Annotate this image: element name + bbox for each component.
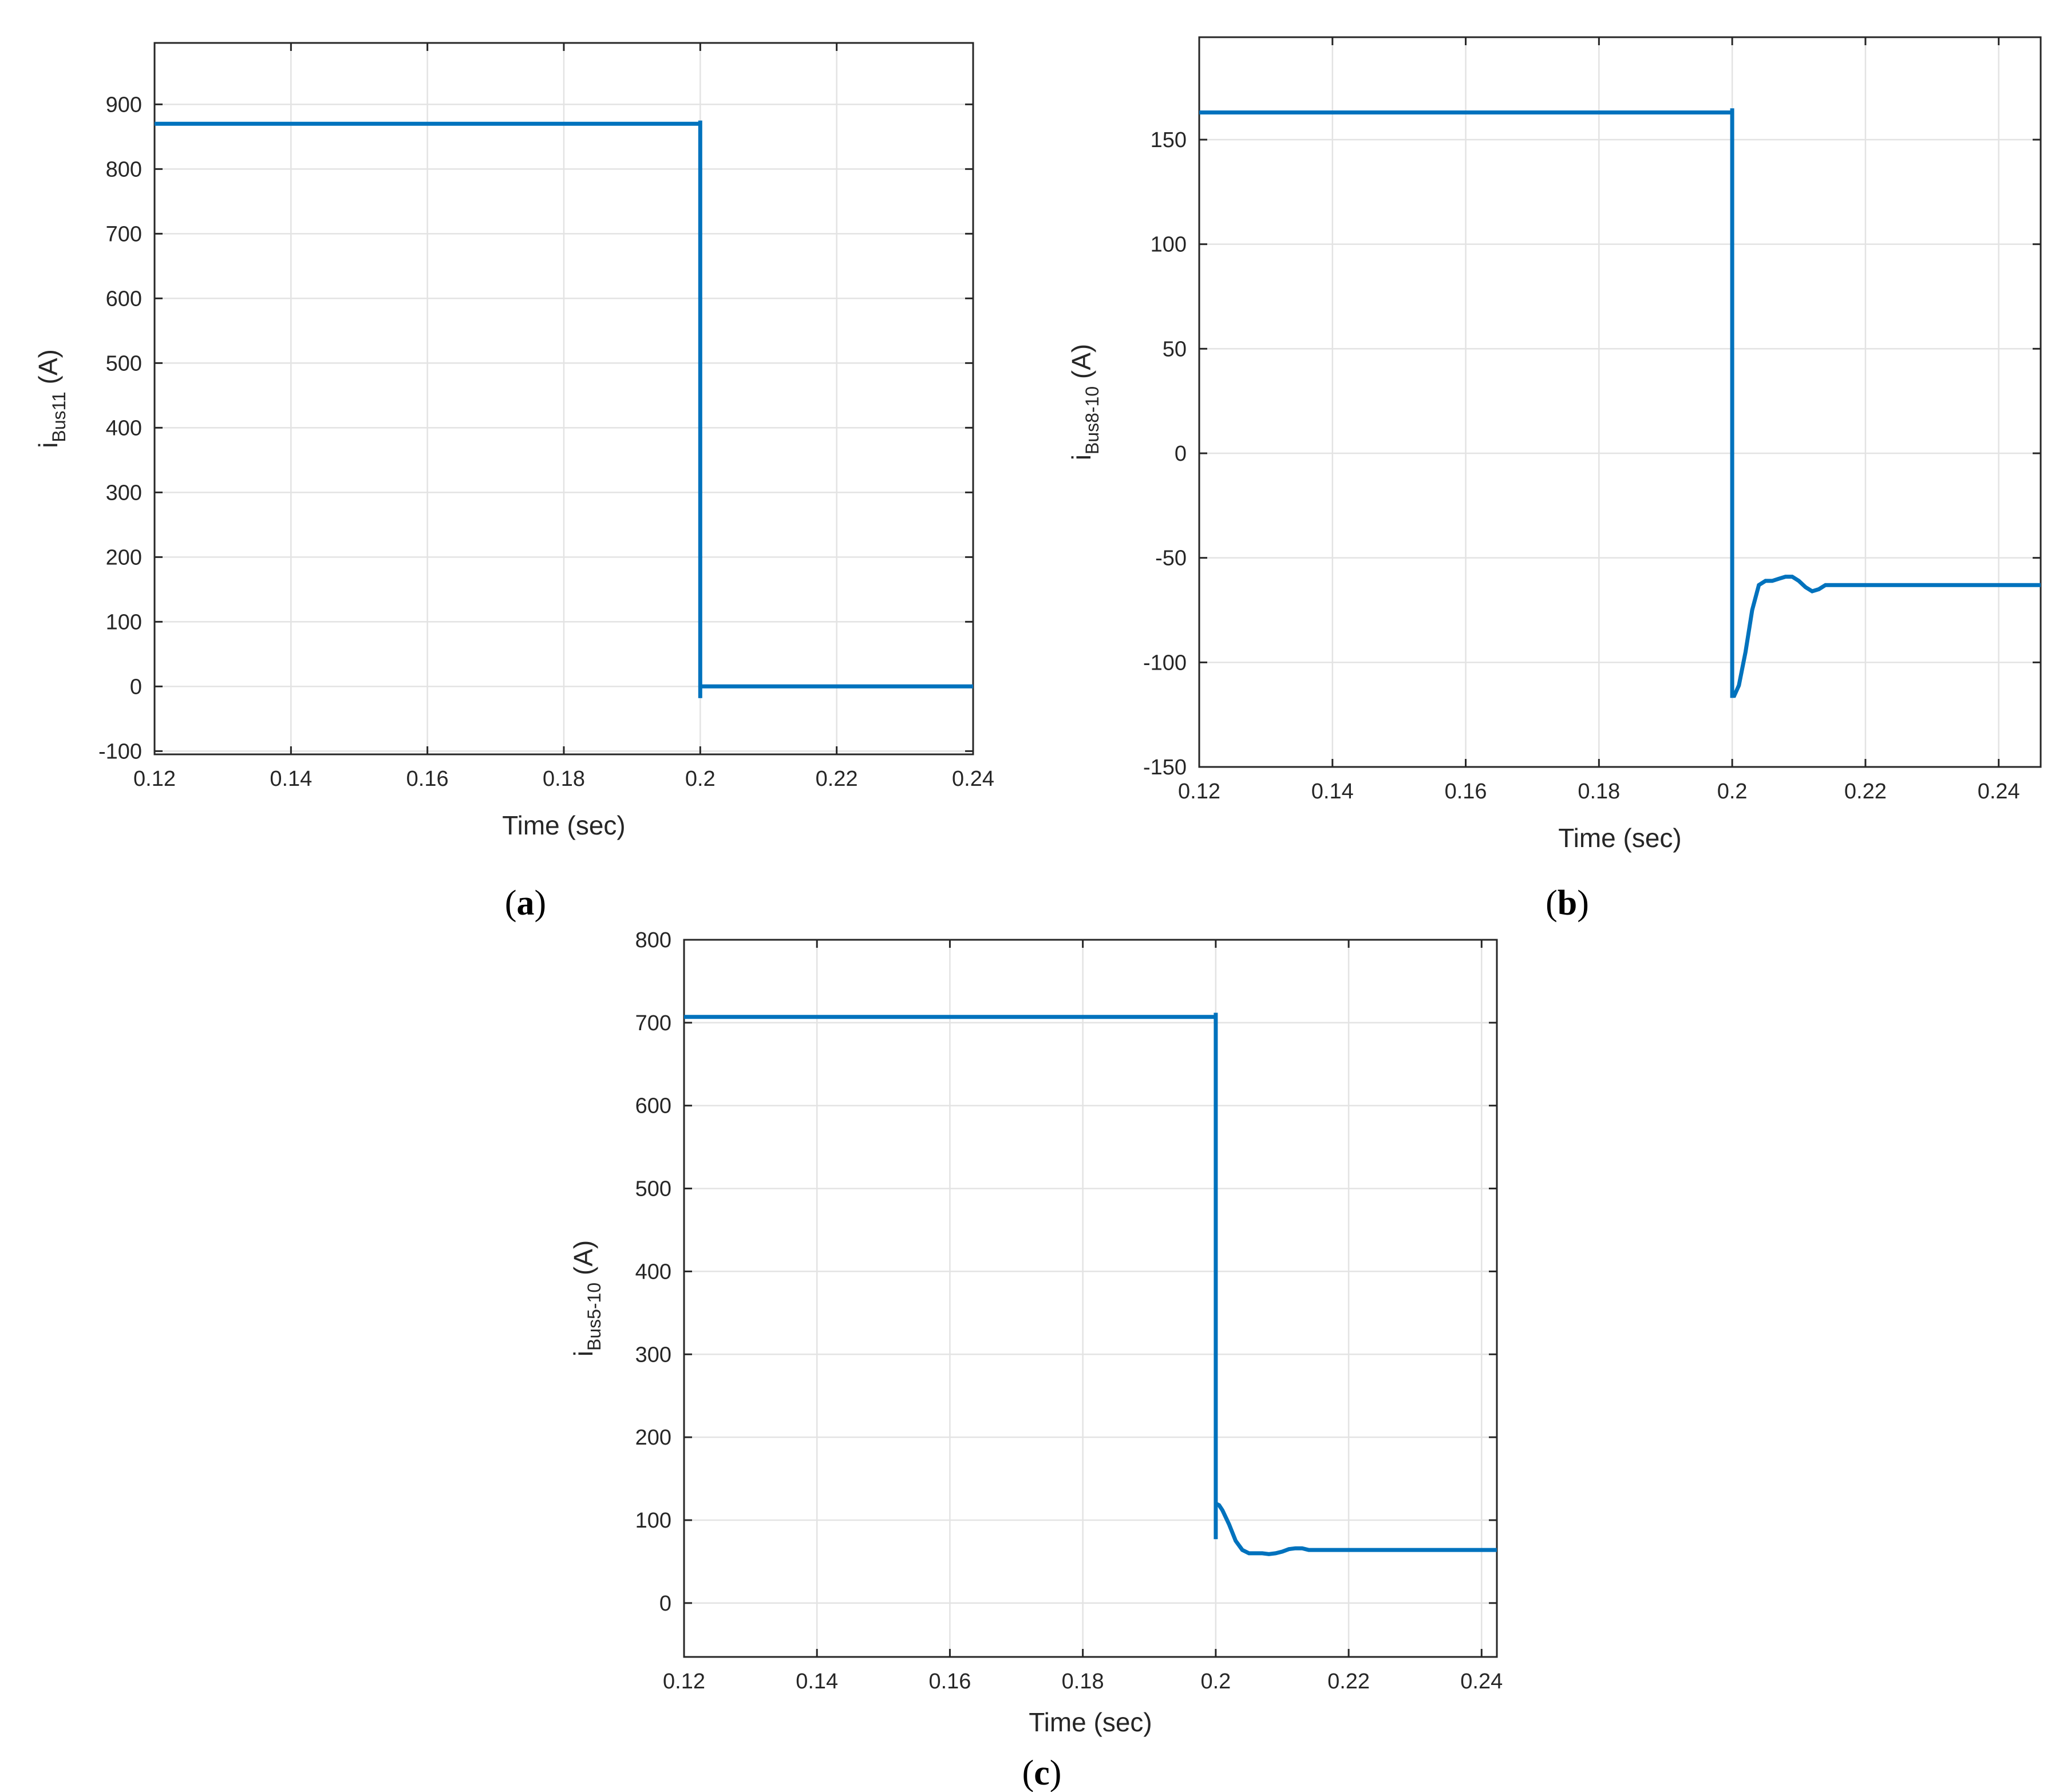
chart-a-y-tick-label: 400 [106, 416, 142, 440]
chart-b-series [1199, 108, 2041, 698]
chart-a-y-tick-label: 700 [106, 222, 142, 246]
chart-c-y-tick-label: 400 [635, 1260, 671, 1284]
chart-a-x-tick-label: 0.12 [133, 767, 176, 791]
chart-b-y-tick-label: -50 [1155, 547, 1187, 571]
chart-a-y-tick-label: 100 [106, 610, 142, 634]
chart-b-y-axis-label-main: i [1066, 454, 1096, 460]
chart-c-x-tick-label: 0.2 [1200, 1670, 1231, 1694]
chart-a: 0.12 0.14 0.16 0.18 0.2 0.22 0.24 -100 0 100 200 30… [33, 42, 994, 923]
chart-a-grid [153, 43, 974, 754]
chart-c-x-tick-label: 0.12 [663, 1670, 705, 1694]
chart-b-subfigure-letter: b [1558, 884, 1577, 923]
chart-a-x-tick-label: 0.22 [816, 767, 858, 791]
chart-a-y-axis-label-unit: (A) [33, 349, 63, 391]
chart-c-plot-frame [683, 939, 1498, 1658]
chart-a-y-tick-label: 300 [106, 481, 142, 505]
chart-b-x-tick-label: 0.16 [1445, 780, 1487, 804]
chart-a-y-tick-label: 900 [106, 93, 142, 117]
chart-a-x-tick-label: 0.14 [270, 767, 312, 791]
chart-c-x-tick-label: 0.16 [928, 1670, 971, 1694]
chart-c-subfigure-letter: c [1034, 1754, 1050, 1792]
chart-c-ticks: 0.12 0.14 0.16 0.18 0.2 0.22 0.24 0 100 200 300 400… [635, 928, 1503, 1694]
chart-c-y-tick-label: 500 [635, 1177, 671, 1201]
chart-c-y-tick-label: 600 [635, 1094, 671, 1118]
chart-c-y-tick-label: 700 [635, 1011, 671, 1035]
chart-c: 0.12 0.14 0.16 0.18 0.2 0.22 0.24 0 100 200 300 400… [568, 928, 1503, 1792]
chart-b-y-axis-label-unit: (A) [1066, 344, 1096, 386]
chart-b-x-tick-label: 0.14 [1311, 780, 1354, 804]
chart-b-y-axis-label: iBus8-10 (A) [1066, 344, 1102, 461]
chart-c-x-tick-label: 0.14 [796, 1670, 838, 1694]
chart-c-series [684, 1012, 1497, 1556]
chart-b-x-tick-label: 0.24 [1978, 780, 2020, 804]
chart-b-y-tick-label: 100 [1151, 233, 1187, 257]
chart-a-y-axis-label-subscript: Bus11 [49, 391, 69, 442]
chart-b-x-tick-label: 0.18 [1578, 780, 1620, 804]
chart-a-y-tick-label: -100 [98, 739, 142, 764]
chart-c-x-tick-label: 0.18 [1062, 1670, 1104, 1694]
chart-c-y-tick-label: 300 [635, 1343, 671, 1367]
chart-c-y-tick-label: 100 [635, 1509, 671, 1533]
chart-a-subfigure-label: (a) [505, 884, 546, 923]
chart-a-y-tick-label: 600 [106, 287, 142, 311]
chart-c-subfigure-label: (c) [1022, 1754, 1062, 1792]
chart-c-x-tick-label: 0.24 [1460, 1670, 1503, 1694]
chart-a-y-tick-label: 500 [106, 351, 142, 375]
chart-c-y-axis-label-main: i [568, 1351, 598, 1356]
chart-a-y-tick-label: 200 [106, 545, 142, 569]
chart-c-y-axis-label-unit: (A) [568, 1240, 598, 1283]
chart-a-x-tick-label: 0.18 [543, 767, 585, 791]
chart-b-y-tick-label: -100 [1143, 651, 1187, 675]
chart-b-ticks: 0.12 0.14 0.16 0.18 0.2 0.22 0.24 -150 -100 -50 0 5… [1143, 37, 2041, 804]
chart-b-y-axis-label-subscript: Bus8-10 [1082, 386, 1102, 454]
chart-b-x-tick-label: 0.12 [1178, 780, 1220, 804]
chart-b-plot-frame [1198, 36, 2042, 768]
chart-a-ticks: 0.12 0.14 0.16 0.18 0.2 0.22 0.24 -100 0 100 200 30… [98, 43, 994, 791]
chart-b-y-tick-label: -150 [1143, 755, 1187, 780]
chart-c-y-tick-label: 200 [635, 1426, 671, 1450]
chart-a-subfigure-letter: a [517, 884, 535, 923]
chart-c-series-line [684, 1012, 1497, 1556]
chart-c-y-tick-label: 0 [659, 1592, 671, 1616]
chart-c-x-tick-label: 0.22 [1327, 1670, 1370, 1694]
chart-c-y-tick-label: 800 [635, 928, 671, 952]
chart-a-y-axis-label-main: i [33, 442, 63, 448]
chart-c-x-axis-label: Time (sec) [1029, 1707, 1152, 1737]
chart-a-y-tick-label: 0 [130, 675, 142, 699]
chart-b-y-tick-label: 0 [1175, 442, 1187, 466]
chart-b-subfigure-label: (b) [1546, 884, 1589, 923]
chart-a-series-line [155, 120, 973, 698]
chart-a-x-tick-label: 0.2 [685, 767, 716, 791]
chart-a-x-axis-label: Time (sec) [502, 810, 626, 840]
chart-a-series [155, 120, 973, 698]
chart-a-y-axis-label: iBus11 (A) [33, 349, 69, 448]
chart-a-x-tick-label: 0.24 [952, 767, 994, 791]
chart-b-x-axis-label: Time (sec) [1558, 823, 1682, 853]
chart-c-y-axis-label: iBus5-10 (A) [568, 1240, 604, 1357]
chart-b-y-tick-label: 50 [1163, 337, 1187, 361]
chart-a-y-tick-label: 800 [106, 157, 142, 181]
chart-b: 0.12 0.14 0.16 0.18 0.2 0.22 0.24 -150 -100 -50 0 5… [1066, 36, 2042, 923]
chart-b-x-tick-label: 0.22 [1844, 780, 1887, 804]
chart-b-y-tick-label: 150 [1151, 128, 1187, 152]
chart-a-x-tick-label: 0.16 [406, 767, 449, 791]
chart-b-series-line [1199, 108, 2041, 698]
chart-b-x-tick-label: 0.2 [1717, 780, 1748, 804]
chart-c-y-axis-label-subscript: Bus5-10 [584, 1283, 604, 1351]
